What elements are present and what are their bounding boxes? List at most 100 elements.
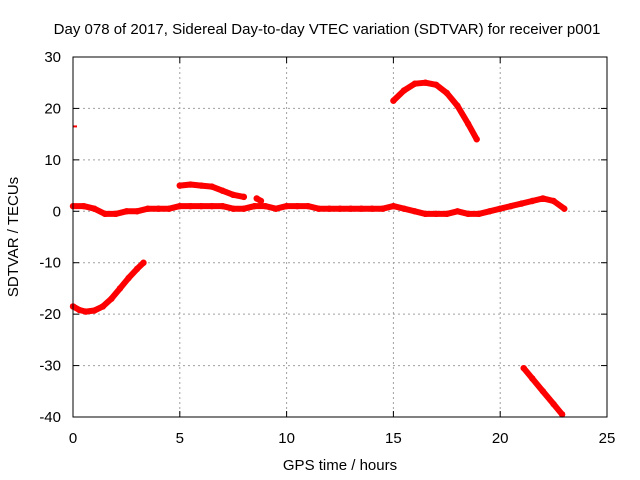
data-point xyxy=(116,285,124,292)
axis-ticks xyxy=(72,56,608,418)
series-arc-21-23h xyxy=(520,364,566,418)
data-point xyxy=(133,208,141,215)
y-axis-label: SDTVAR / TECUs xyxy=(5,177,22,297)
data-point xyxy=(240,205,248,212)
data-point xyxy=(112,210,119,218)
data-point xyxy=(411,208,418,215)
data-point xyxy=(497,205,504,212)
x-tick-label: 25 xyxy=(599,430,616,447)
data-point xyxy=(144,205,151,212)
data-point xyxy=(140,259,147,266)
data-point xyxy=(101,210,109,218)
data-point xyxy=(272,205,280,212)
data-point xyxy=(400,205,408,212)
data-point xyxy=(208,183,216,190)
data-point xyxy=(422,79,429,86)
data-point xyxy=(561,205,568,212)
data-point xyxy=(550,400,557,408)
data-point xyxy=(230,205,237,212)
x-tick-label: 15 xyxy=(385,430,402,447)
y-tick-label: 30 xyxy=(44,49,61,66)
y-tick-label: 0 xyxy=(53,203,61,220)
data-point xyxy=(165,205,173,212)
data-point xyxy=(473,136,480,143)
y-tick-label: -30 xyxy=(39,358,61,375)
data-point xyxy=(91,205,98,212)
data-series xyxy=(69,79,568,418)
x-axis-label: GPS time / hours xyxy=(283,457,397,474)
data-point xyxy=(219,202,226,210)
series-arc-early xyxy=(69,259,147,315)
y-tick-label: -10 xyxy=(39,255,61,272)
data-point xyxy=(464,210,472,218)
data-point xyxy=(80,202,87,210)
data-point xyxy=(368,205,376,212)
data-point xyxy=(432,210,440,218)
data-point xyxy=(336,205,344,212)
data-point xyxy=(230,191,237,199)
grid-lines xyxy=(73,57,607,417)
data-point xyxy=(400,87,408,94)
plot-frame xyxy=(72,56,608,418)
series-arc-8.7h xyxy=(253,195,265,205)
y-tick-label: -20 xyxy=(39,306,61,323)
data-point xyxy=(326,205,333,212)
data-point xyxy=(219,187,226,194)
data-point xyxy=(99,303,107,310)
data-point xyxy=(422,210,429,218)
data-point xyxy=(208,202,216,210)
data-point xyxy=(539,388,547,395)
data-point xyxy=(529,197,536,205)
data-point xyxy=(155,205,162,212)
data-point xyxy=(411,80,418,87)
data-point xyxy=(443,210,450,218)
y-tick-label: 10 xyxy=(44,152,61,169)
data-point xyxy=(390,97,397,104)
series-line xyxy=(70,259,147,315)
data-point xyxy=(379,205,386,212)
x-tick-label: 20 xyxy=(492,430,509,447)
data-point xyxy=(539,195,547,202)
data-point xyxy=(76,306,83,314)
series-arc-main xyxy=(69,195,568,218)
data-point xyxy=(432,81,440,88)
x-tick-label: 5 xyxy=(176,430,184,447)
data-point xyxy=(390,202,397,210)
data-point xyxy=(197,182,205,189)
data-point xyxy=(240,193,248,201)
x-tick-labels: 0 5 10 15 20 25 xyxy=(69,430,616,447)
data-point xyxy=(464,120,472,128)
data-point xyxy=(550,197,557,205)
data-point xyxy=(520,364,527,372)
x-tick-label: 0 xyxy=(69,430,77,447)
data-point xyxy=(187,181,194,188)
data-point xyxy=(558,411,566,418)
data-point xyxy=(197,202,205,210)
data-point xyxy=(251,202,258,210)
series-arc-5-8h xyxy=(176,181,248,201)
chart-title: Day 078 of 2017, Sidereal Day-to-day VTE… xyxy=(54,21,601,38)
data-point xyxy=(358,205,365,212)
y-tick-label: 20 xyxy=(44,100,61,117)
data-point xyxy=(176,202,183,210)
x-tick-label: 10 xyxy=(278,430,295,447)
data-point xyxy=(176,182,183,189)
data-point xyxy=(475,210,483,218)
data-point xyxy=(262,202,269,210)
data-point xyxy=(315,205,322,212)
data-point xyxy=(108,295,115,302)
series-arc-15-19h xyxy=(390,79,480,143)
data-point xyxy=(294,202,301,210)
data-point xyxy=(507,202,515,210)
data-point xyxy=(454,102,461,110)
data-point xyxy=(123,208,130,215)
data-point xyxy=(91,307,98,314)
data-point xyxy=(125,274,132,282)
data-point xyxy=(304,202,312,210)
data-point xyxy=(283,202,290,210)
data-point xyxy=(454,208,461,215)
data-point xyxy=(529,375,536,382)
y-tick-labels: -40 -30 -20 -10 0 10 20 30 xyxy=(39,49,61,426)
data-point xyxy=(82,308,90,315)
